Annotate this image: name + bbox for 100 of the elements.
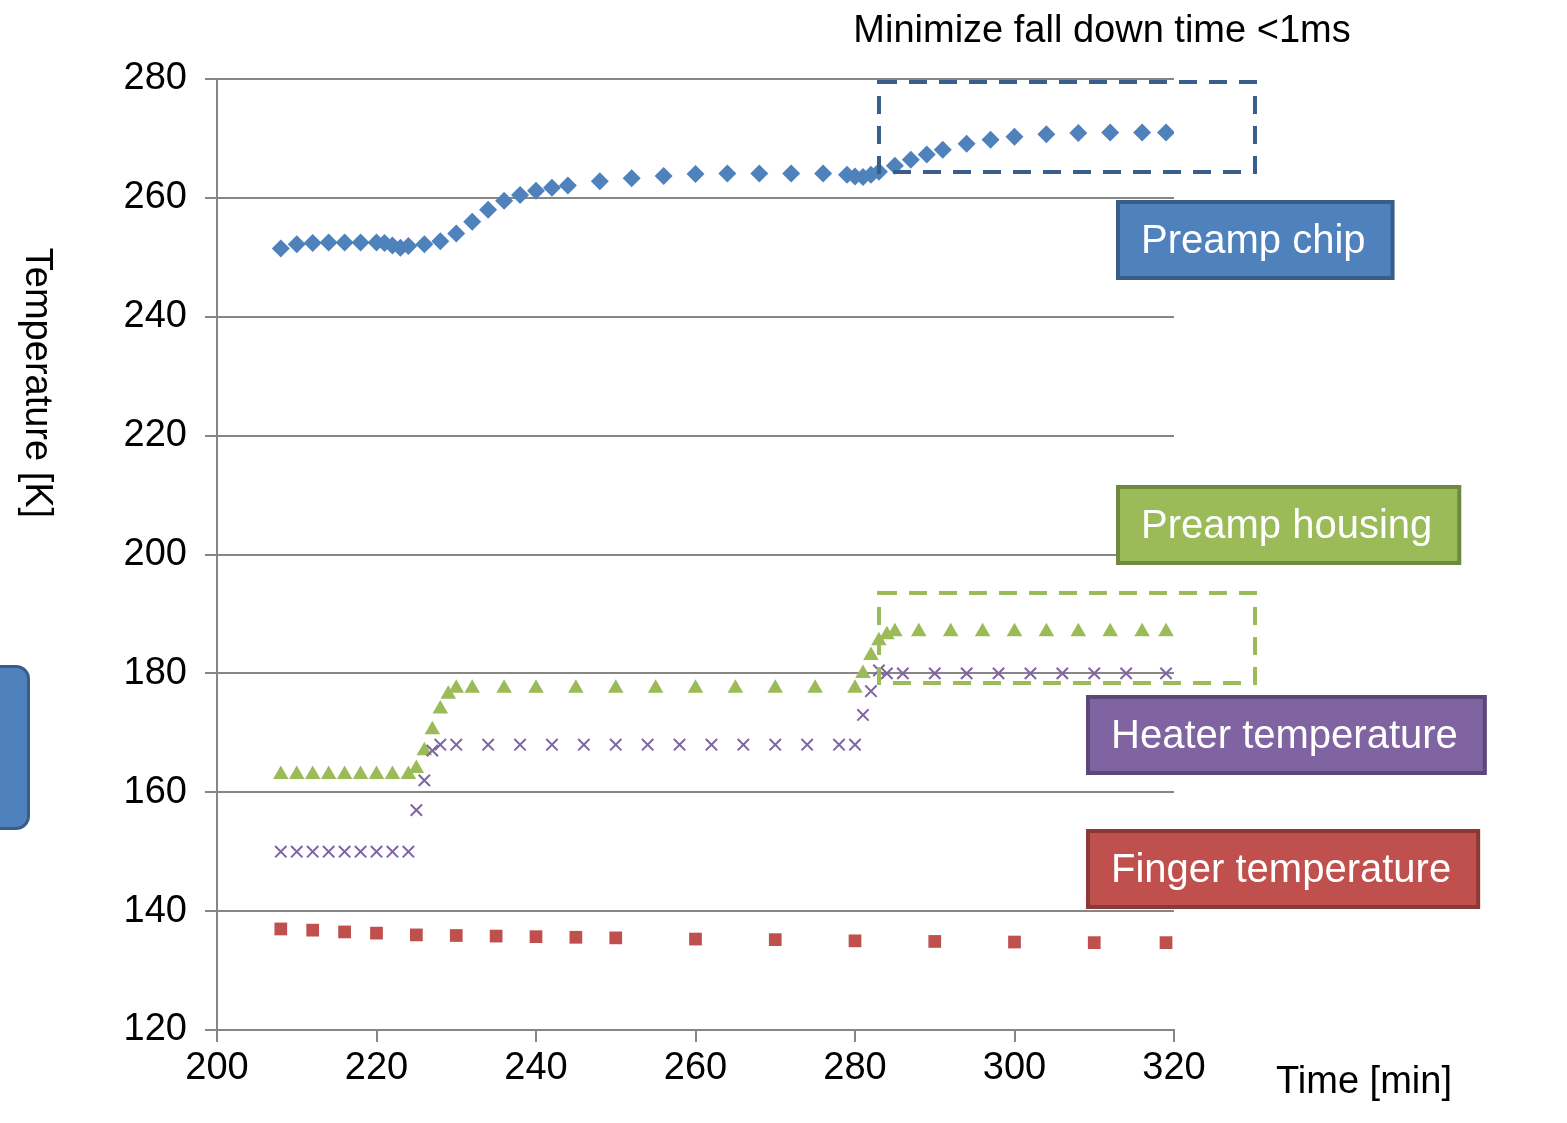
y-tick-label: 260 [123,174,187,217]
point [337,845,352,859]
point [369,845,384,859]
point [928,935,942,948]
point [527,181,545,200]
y-tick-label: 140 [123,887,187,930]
point [351,233,370,252]
x-tick-label: 220 [344,1045,409,1088]
point [609,931,623,945]
point [449,929,463,942]
point [271,239,290,258]
series-label: Heater temperature [1111,712,1458,757]
point [409,803,424,817]
point [321,845,336,859]
y-axis-title: Temperature [K] [17,247,60,519]
x-tick-label: 200 [185,1045,249,1088]
point [768,738,782,752]
point [704,738,719,752]
point [410,928,423,942]
point [577,738,591,752]
point [1037,125,1056,144]
point [274,922,288,936]
point [287,235,306,254]
point [447,224,466,243]
point [431,232,450,251]
y-tick-label: 180 [123,649,187,692]
point [558,176,577,195]
point [1159,666,1173,681]
point [542,178,561,197]
point [1133,123,1152,142]
point [768,933,782,947]
point [1023,666,1038,681]
point [335,233,354,252]
point [479,200,498,219]
point [928,666,942,681]
point [513,738,527,752]
point [933,140,952,159]
x-tick-label: 260 [663,1045,728,1088]
point [991,666,1006,681]
point [401,845,416,859]
point [814,164,833,183]
point [750,164,769,183]
point [1087,666,1101,681]
point [880,666,894,681]
point [511,185,530,204]
point [1069,124,1088,143]
point [848,934,862,948]
point [306,923,320,937]
point [370,926,383,940]
x-tick-label: 320 [1142,1045,1206,1088]
point [1101,123,1120,142]
point [864,684,878,698]
point [417,773,432,788]
y-tick-label: 280 [123,55,187,98]
x-tick-label: 300 [982,1045,1047,1088]
point [590,172,609,191]
point [1005,127,1024,146]
point [1157,123,1174,142]
point [1008,935,1021,949]
point [832,738,846,752]
x-tick-label: 280 [823,1045,887,1088]
y-tick-label: 220 [123,412,187,455]
point [718,164,737,183]
point [1119,666,1133,681]
point [959,666,974,681]
point [856,708,870,722]
point [290,845,304,859]
point [654,166,673,185]
point [353,845,368,859]
point [981,130,1000,149]
point [1055,666,1070,681]
point [672,738,687,752]
point [415,235,434,254]
point [545,738,559,752]
point [848,738,862,752]
point [306,845,320,859]
point [463,212,482,231]
series-label: Preamp housing [1141,502,1433,547]
point [782,164,801,183]
point [303,234,322,253]
point [274,845,288,859]
point [689,932,702,946]
y-tick-label: 200 [123,530,187,573]
point [385,845,400,859]
point [529,930,543,944]
point [338,925,351,939]
series-label: Finger temperature [1111,846,1452,891]
point [640,738,655,752]
point [319,233,338,252]
y-tick-label: 160 [123,768,187,811]
point [917,145,936,164]
point [896,666,910,681]
y-tick-label: 120 [123,1006,187,1049]
point [686,165,705,184]
series-label: Preamp chip [1141,217,1366,262]
point [901,150,920,169]
point [569,930,583,944]
point [1159,936,1173,949]
point [425,743,439,758]
point [1087,936,1101,949]
